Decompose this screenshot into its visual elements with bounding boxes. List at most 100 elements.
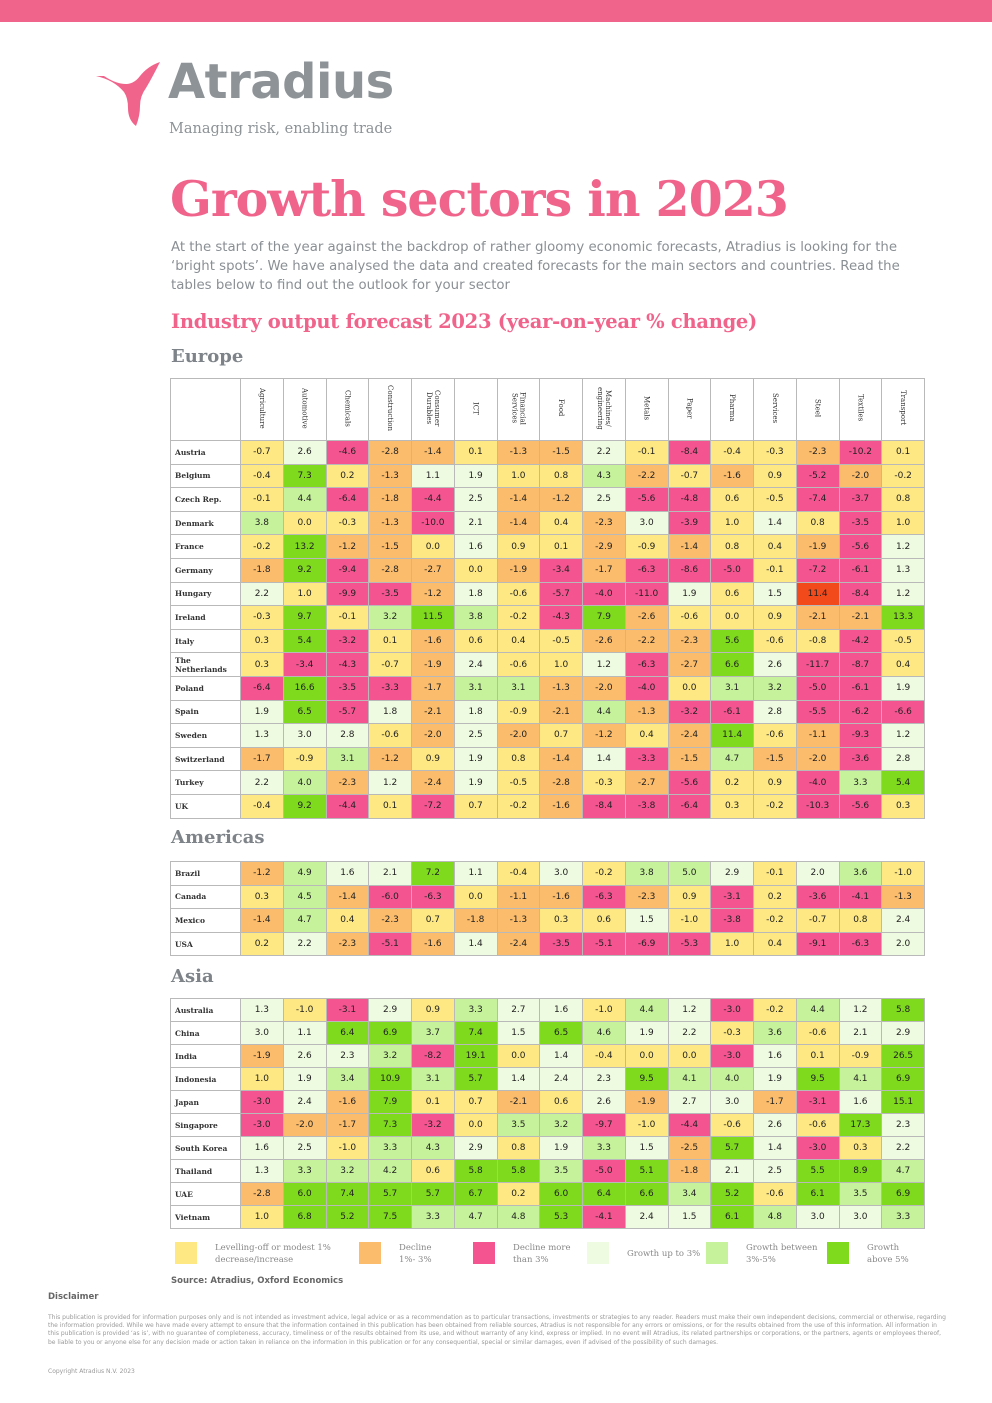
forecast-cell: 3.5	[496, 1113, 541, 1137]
forecast-cell: -8.2	[411, 1044, 455, 1068]
sector-header-label: Food	[557, 399, 566, 417]
forecast-cell: -1.0	[667, 908, 712, 933]
forecast-cell: 0.9	[753, 770, 797, 795]
country-label: Hungary	[170, 581, 241, 607]
forecast-cell: -2.3	[368, 908, 412, 933]
forecast-cell: -11.0	[624, 581, 669, 607]
table-row: Czech Rep. -0.1 4.4 -6.4 -1.8 -4.4 2.5 -1.4 -1.2…	[170, 487, 925, 512]
forecast-cell: 1.1	[453, 861, 498, 886]
forecast-cell: 6.8	[282, 1205, 327, 1229]
forecast-cell: -2.0	[582, 675, 626, 701]
forecast-cell: -2.4	[667, 723, 712, 748]
forecast-cell: -0.3	[753, 440, 797, 465]
forecast-cell: -0.9	[496, 699, 541, 725]
table-row: Denmark 3.8 0.0 -0.3 -1.3 -10.0 2.1 -1.4 0.4 -2.3…	[170, 510, 925, 536]
forecast-cell: -3.8	[710, 908, 754, 933]
forecast-cell: 0.1	[539, 534, 583, 559]
forecast-cell: 4.6	[582, 1021, 626, 1045]
forecast-cell: -1.0	[624, 1113, 669, 1137]
forecast-cell: 5.0	[667, 861, 712, 886]
forecast-cell: 5.6	[710, 628, 754, 654]
forecast-cell: -1.9	[624, 1090, 669, 1114]
forecast-cell: 7.4	[325, 1182, 370, 1206]
forecast-cell: 3.3	[368, 1136, 412, 1160]
forecast-cell: -3.2	[325, 628, 370, 654]
forecast-cell: 0.9	[411, 746, 455, 772]
forecast-cell: -4.4	[325, 793, 370, 819]
country-label: Canada	[170, 884, 241, 910]
forecast-cell: -1.2	[240, 861, 284, 886]
region-heading-americas: Americas	[171, 827, 265, 848]
forecast-cell: -5.5	[795, 699, 840, 725]
forecast-cell: -1.2	[325, 534, 370, 559]
forecast-cell: -0.6	[710, 1113, 754, 1137]
forecast-cell: 2.3	[881, 1113, 925, 1137]
forecast-cell: 3.7	[411, 1021, 455, 1045]
forecast-cell: 3.0	[795, 1205, 840, 1229]
forecast-cell: -1.3	[539, 675, 583, 701]
forecast-cell: 2.2	[582, 440, 626, 465]
forecast-cell: 4.0	[710, 1067, 754, 1091]
forecast-cell: 6.9	[881, 1182, 925, 1206]
forecast-cell: -3.0	[710, 1044, 754, 1068]
forecast-cell: -0.4	[710, 440, 754, 465]
forecast-cell: 1.2	[881, 723, 925, 748]
forecast-cell: -0.6	[753, 628, 797, 654]
sector-header-label: Consumer Durables	[424, 389, 441, 427]
forecast-cell: 5.8	[453, 1159, 498, 1183]
forecast-cell: 4.7	[453, 1205, 498, 1229]
forecast-cell: -0.1	[753, 861, 797, 886]
forecast-cell: 2.5	[453, 723, 498, 748]
forecast-cell: 3.3	[881, 1205, 925, 1229]
forecast-cell: 1.5	[667, 1205, 712, 1229]
forecast-cell: -2.6	[582, 628, 626, 654]
forecast-cell: -2.7	[624, 770, 669, 795]
sector-header: Automotive	[282, 378, 327, 441]
forecast-cell: 2.5	[453, 487, 498, 512]
forecast-cell: -1.7	[240, 746, 284, 772]
forecast-cell: 0.7	[453, 793, 498, 819]
forecast-cell: -0.5	[539, 628, 583, 654]
forecast-cell: 1.5	[624, 908, 669, 933]
forecast-cell: 1.0	[881, 510, 925, 536]
forecast-cell: -7.2	[795, 557, 840, 583]
forecast-cell: -5.0	[582, 1159, 626, 1183]
forecast-cell: 6.5	[282, 699, 327, 725]
forecast-cell: -3.0	[710, 998, 754, 1022]
forecast-cell: 7.9	[368, 1090, 412, 1114]
forecast-cell: 0.2	[240, 931, 284, 957]
legend-label: Decline 1%- 3%	[399, 1243, 432, 1265]
sector-header-label: Chemicals	[343, 389, 352, 427]
forecast-cell: -3.6	[838, 746, 883, 772]
europe-table: Agriculture Automotive Chemicals Constructi…	[170, 378, 925, 819]
forecast-cell: -2.4	[496, 931, 541, 957]
forecast-cell: -1.8	[240, 557, 284, 583]
country-label: Vietnam	[170, 1205, 241, 1229]
country-label: Indonesia	[170, 1067, 241, 1091]
forecast-cell: 0.4	[325, 908, 370, 933]
sector-header-label: Paper	[685, 397, 694, 419]
forecast-cell: 4.4	[795, 998, 840, 1022]
forecast-cell: -0.9	[282, 746, 327, 772]
region-heading-europe: Europe	[171, 346, 244, 367]
forecast-cell: -2.3	[325, 770, 370, 795]
forecast-cell: 9.2	[282, 557, 327, 583]
forecast-cell: -6.1	[710, 699, 754, 725]
disclaimer-text: This publication is provided for informa…	[48, 1314, 946, 1346]
country-label: The Netherlands	[170, 652, 241, 677]
forecast-cell: 3.3	[582, 1136, 626, 1160]
forecast-cell: -1.0	[325, 1136, 370, 1160]
forecast-cell: 1.2	[368, 770, 412, 795]
forecast-cell: 5.7	[368, 1182, 412, 1206]
forecast-cell: -1.4	[496, 510, 541, 536]
forecast-cell: -6.4	[240, 675, 284, 701]
forecast-cell: -1.3	[368, 463, 412, 489]
forecast-cell: 2.4	[539, 1067, 583, 1091]
country-label: China	[170, 1021, 241, 1045]
forecast-cell: -3.2	[411, 1113, 455, 1137]
forecast-cell: 0.0	[453, 884, 498, 910]
forecast-cell: -0.5	[881, 628, 925, 654]
forecast-cell: 5.7	[710, 1136, 754, 1160]
forecast-cell: 0.4	[624, 723, 669, 748]
forecast-cell: -5.0	[710, 557, 754, 583]
